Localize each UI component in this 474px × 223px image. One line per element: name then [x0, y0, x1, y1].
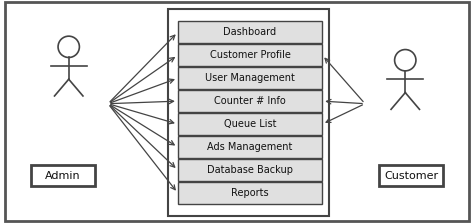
- Text: Reports: Reports: [231, 188, 269, 198]
- Bar: [178, 182, 322, 204]
- Text: Dashboard: Dashboard: [223, 27, 277, 37]
- Text: Counter # Info: Counter # Info: [214, 96, 286, 106]
- Text: Queue List: Queue List: [224, 119, 276, 129]
- Text: Database Backup: Database Backup: [207, 165, 293, 175]
- Bar: [178, 159, 322, 181]
- Text: Admin: Admin: [45, 171, 81, 181]
- Text: Customer Profile: Customer Profile: [210, 50, 291, 60]
- Text: Ads Management: Ads Management: [207, 142, 293, 152]
- Text: Customer: Customer: [384, 171, 438, 181]
- Bar: [178, 113, 322, 135]
- Text: User Management: User Management: [205, 73, 295, 83]
- Bar: [178, 67, 322, 89]
- Bar: [178, 21, 322, 43]
- Bar: [31, 165, 95, 186]
- Bar: [178, 90, 322, 112]
- Bar: [168, 9, 329, 216]
- Bar: [178, 44, 322, 66]
- Bar: [178, 136, 322, 158]
- Bar: [379, 165, 443, 186]
